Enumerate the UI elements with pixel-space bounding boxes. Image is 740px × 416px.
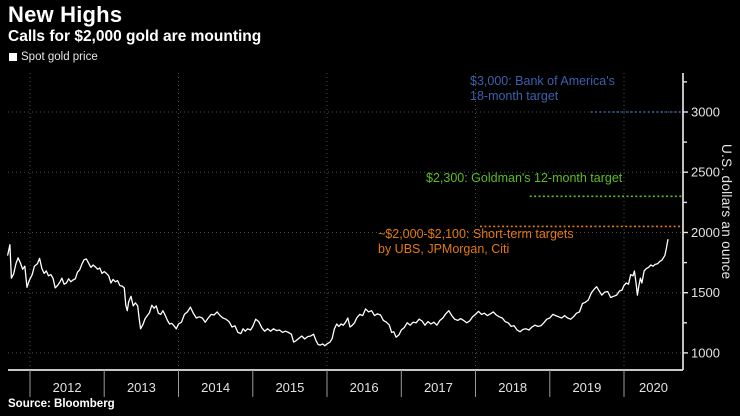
y-tick-label: 2500	[691, 165, 720, 180]
legend: Spot gold price	[9, 51, 98, 63]
legend-swatch-icon	[9, 53, 17, 61]
annotation-line: ~$2,000-$2,100: Short-term targets	[378, 227, 574, 241]
x-year-label: 2016	[350, 380, 379, 395]
chart-title: New Highs	[8, 2, 123, 27]
x-year-label: 2012	[53, 380, 82, 395]
x-year-label: 2019	[572, 380, 601, 395]
x-year-label: 2020	[639, 380, 668, 395]
x-year-label: 2017	[424, 380, 453, 395]
annotation-goldman-target: $2,300: Goldman's 12-month target	[426, 171, 622, 186]
y-tick-label: 1000	[691, 345, 720, 360]
x-year-label: 2018	[498, 380, 527, 395]
y-tick-label: 3000	[691, 105, 720, 120]
x-year-label: 2013	[127, 380, 156, 395]
x-year-label: 2015	[275, 380, 304, 395]
y-tick-label: 2000	[691, 225, 720, 240]
annotation-line: $2,300: Goldman's 12-month target	[426, 171, 623, 185]
legend-label: Spot gold price	[21, 51, 98, 63]
source-attribution: Source: Bloomberg	[8, 398, 115, 410]
annotation-bank-of-america-target: $3,000: Bank of America's 18-month targe…	[470, 74, 615, 104]
y-axis-title: U.S. dollars an ounce	[719, 144, 734, 280]
y-tick-label: 1500	[691, 285, 720, 300]
annotation-line: 18-month target	[470, 89, 559, 103]
chart-subtitle: Calls for $2,000 gold are mounting	[8, 28, 262, 45]
annotation-line: $3,000: Bank of America's	[470, 74, 615, 88]
annotation-line: by UBS, JPMorgan, Citi	[378, 242, 510, 256]
spot-gold-price-line	[7, 239, 669, 347]
x-year-label: 2014	[201, 380, 230, 395]
annotation-short-term-targets: ~$2,000-$2,100: Short-term targets by UB…	[378, 227, 574, 257]
